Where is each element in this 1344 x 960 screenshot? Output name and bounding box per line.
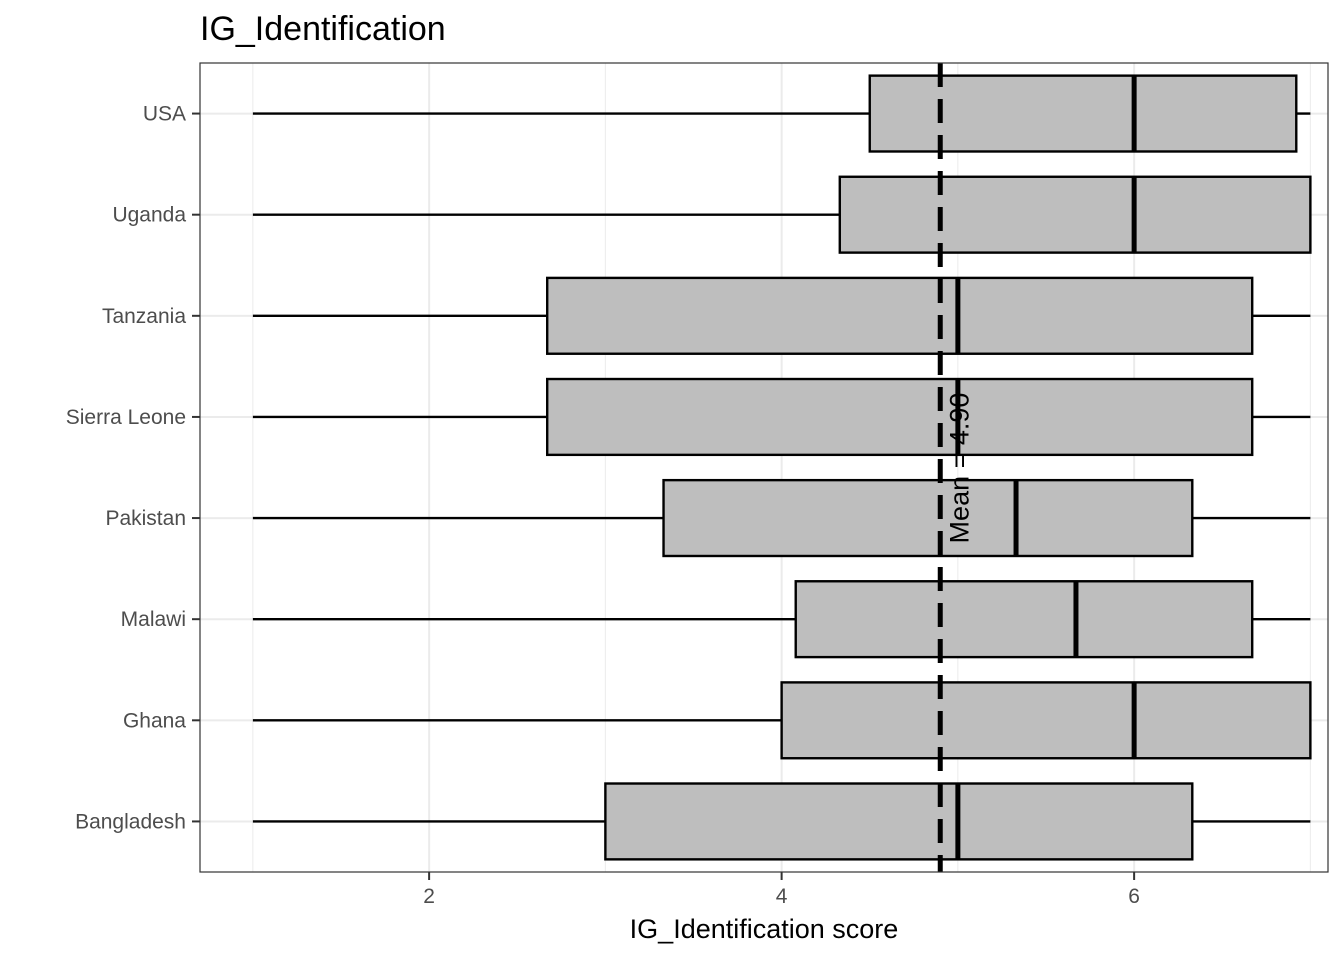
y-tick-label: USA <box>143 103 186 126</box>
box <box>604 782 1194 861</box>
box <box>662 478 1194 558</box>
box <box>868 74 1298 153</box>
box <box>546 377 1254 457</box>
y-tick-label: Bangladesh <box>75 810 186 833</box>
x-tick-label: 2 <box>423 885 435 908</box>
whiskers <box>252 112 1311 823</box>
x-tick-label: 4 <box>776 885 788 908</box>
mean-line-group: Mean = 4.90 <box>937 63 974 872</box>
axes: USA Uganda Tanzania Sierra Leone Pakistan Mal… <box>66 103 1140 908</box>
chart-title: IG_Identification <box>200 10 446 48</box>
x-axis-title: IG_Identification score <box>630 914 899 944</box>
mean-label: Mean = 4.90 <box>944 393 974 544</box>
x-tick-label: 6 <box>1128 885 1140 908</box>
box <box>546 276 1254 355</box>
boxes <box>546 74 1312 861</box>
y-tick-label: Ghana <box>123 709 186 732</box>
y-tick-label: Pakistan <box>105 507 186 530</box>
y-tick-label: Sierra Leone <box>66 406 186 429</box>
panel-border <box>199 62 1329 873</box>
box <box>780 681 1312 760</box>
y-tick-label: Uganda <box>112 204 186 227</box>
y-tick-label: Malawi <box>121 608 186 631</box>
box <box>838 175 1312 254</box>
box <box>794 580 1254 659</box>
y-tick-label: Tanzania <box>102 305 186 328</box>
